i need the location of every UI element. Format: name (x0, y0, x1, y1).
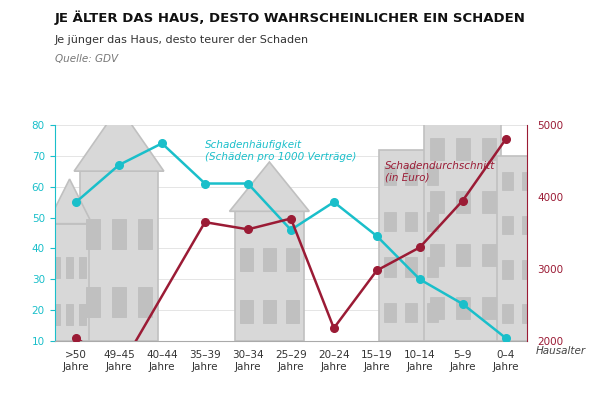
Bar (112, 287, 126, 317)
Text: JE ÄLTER DAS HAUS, DESTO WAHRSCHEINLICHER EIN SCHADEN: JE ÄLTER DAS HAUS, DESTO WAHRSCHEINLICHE… (55, 10, 525, 25)
Polygon shape (47, 179, 92, 224)
Bar (66, 304, 73, 324)
Bar (430, 138, 444, 160)
Bar (384, 303, 396, 322)
Bar (138, 287, 152, 317)
Bar (430, 297, 444, 319)
Bar (263, 300, 276, 323)
Bar (50, 224, 89, 341)
Text: Schadendurchschnitt
(in Euro): Schadendurchschnitt (in Euro) (385, 161, 496, 183)
Bar (79, 304, 86, 324)
Bar (482, 138, 496, 160)
Bar (241, 248, 253, 271)
Bar (456, 297, 470, 319)
Bar (405, 166, 417, 185)
Bar (502, 304, 513, 323)
Bar (542, 260, 553, 279)
Bar (427, 303, 439, 322)
Bar (138, 219, 152, 249)
Bar (430, 244, 444, 266)
Bar (456, 244, 470, 266)
Bar (522, 260, 533, 279)
Bar (53, 257, 60, 278)
Bar (405, 212, 417, 231)
Bar (405, 258, 417, 277)
Bar (542, 304, 553, 323)
Text: Je jünger das Haus, desto teurer der Schaden: Je jünger das Haus, desto teurer der Sch… (55, 35, 308, 45)
Bar (497, 156, 558, 341)
Bar (427, 258, 439, 277)
Polygon shape (230, 162, 309, 211)
Bar (542, 216, 553, 235)
Bar (86, 219, 100, 249)
Bar (456, 138, 470, 160)
Bar (79, 257, 86, 278)
Bar (482, 244, 496, 266)
Bar (235, 211, 304, 341)
Bar (66, 257, 73, 278)
Bar (502, 216, 513, 235)
Bar (86, 287, 100, 317)
Bar (522, 304, 533, 323)
Bar (241, 300, 253, 323)
Text: Quelle: GDV: Quelle: GDV (55, 54, 118, 64)
Polygon shape (74, 106, 164, 171)
Bar (456, 191, 470, 213)
Bar (112, 219, 126, 249)
Bar (53, 304, 60, 324)
Bar (502, 260, 513, 279)
Bar (522, 172, 533, 190)
Bar (430, 191, 444, 213)
Bar (81, 171, 158, 341)
Bar (405, 303, 417, 322)
Bar (384, 212, 396, 231)
Text: Hausalter: Hausalter (536, 346, 586, 356)
Bar (286, 300, 299, 323)
Bar (502, 172, 513, 190)
Bar (384, 258, 396, 277)
Bar (384, 166, 396, 185)
Bar (522, 216, 533, 235)
Bar (542, 172, 553, 190)
Bar (482, 297, 496, 319)
Bar (424, 119, 501, 341)
Bar (427, 166, 439, 185)
Bar (427, 212, 439, 231)
Bar (263, 248, 276, 271)
Bar (379, 149, 444, 341)
Text: Schadenhäufigkeit
(Schäden pro 1000 Verträge): Schadenhäufigkeit (Schäden pro 1000 Vert… (205, 140, 356, 162)
Bar (286, 248, 299, 271)
Bar (482, 191, 496, 213)
